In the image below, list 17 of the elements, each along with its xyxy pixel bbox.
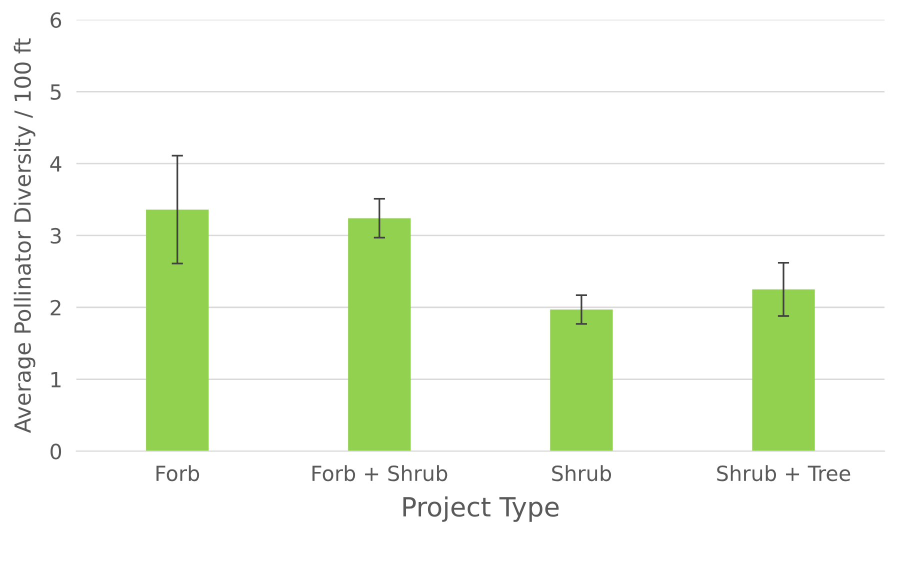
y-tick-label: 1 [51, 372, 61, 388]
y-tick-label: 5 [50, 84, 61, 100]
y-tick-label: 2 [50, 300, 60, 316]
y-tick-label: 6 [50, 12, 62, 28]
y-tick-label: 0 [50, 444, 62, 460]
bar [752, 289, 815, 452]
x-tick-label: Shrub [552, 465, 612, 482]
x-axis-title: Project Type [403, 496, 559, 522]
x-tick-label: Forb + Shrub [312, 465, 448, 482]
x-tick-label: Shrub + Tree [717, 465, 850, 482]
bar [348, 218, 411, 452]
bar [550, 310, 613, 452]
bar [146, 210, 209, 452]
y-tick-label: 3 [50, 228, 61, 244]
y-tick-label: 4 [50, 156, 62, 172]
y-axis-title: Average Pollinator Diversity / 100 ft [14, 38, 36, 433]
x-tick-label: Forb [156, 465, 200, 482]
